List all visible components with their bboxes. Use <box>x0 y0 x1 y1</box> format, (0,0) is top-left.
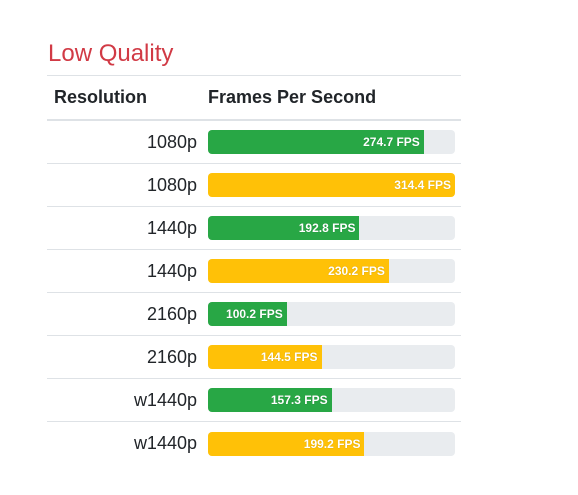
header-resolution: Resolution <box>54 87 147 107</box>
fps-bar: 274.7 FPS <box>208 130 424 154</box>
fps-bar-track: 192.8 FPS <box>208 216 455 240</box>
table-row: 2160p 144.5 FPS <box>47 336 461 379</box>
fps-bar-track: 314.4 FPS <box>208 173 455 197</box>
table-body: 1080p 274.7 FPS 1080p 314.4 FPS 1440p 19… <box>47 121 461 465</box>
resolution-cell: 1080p <box>146 174 197 195</box>
resolution-cell: 2160p <box>146 303 197 324</box>
fps-bar-track: 100.2 FPS <box>208 302 455 326</box>
table-row: 1080p 314.4 FPS <box>47 164 461 207</box>
fps-bar-track: 144.5 FPS <box>208 345 455 369</box>
table-row: 1440p 192.8 FPS <box>47 207 461 250</box>
resolution-cell: w1440p <box>133 433 197 453</box>
resolution-cell: 2160p <box>146 346 197 367</box>
fps-bar-track: 199.2 FPS <box>208 431 455 456</box>
table-header: Resolution Frames Per Second <box>47 76 461 121</box>
fps-bar: 144.5 FPS <box>208 345 322 369</box>
resolution-cell: 1080p <box>146 131 197 152</box>
resolution-cell: w1440p <box>133 389 197 410</box>
section-title: Low Quality <box>47 34 461 76</box>
resolution-cell: 1440p <box>146 217 197 238</box>
fps-bar: 192.8 FPS <box>208 216 360 240</box>
table-row: w1440p 157.3 FPS <box>47 379 461 422</box>
table-row: 2160p 100.2 FPS <box>47 293 461 336</box>
fps-bar: 199.2 FPS <box>208 431 365 456</box>
fps-bar-track: 157.3 FPS <box>208 388 455 412</box>
resolution-cell: 1440p <box>146 260 197 281</box>
fps-bar-track: 274.7 FPS <box>208 130 455 154</box>
fps-bar: 230.2 FPS <box>208 259 389 283</box>
fps-bar: 157.3 FPS <box>208 388 332 412</box>
table-row: 1080p 274.7 FPS <box>47 121 461 164</box>
fps-bar-track: 230.2 FPS <box>208 259 455 283</box>
table-row: 1440p 230.2 FPS <box>47 250 461 293</box>
header-fps: Frames Per Second <box>208 87 377 107</box>
fps-bar: 100.2 FPS <box>208 302 287 326</box>
fps-results-panel: Low Quality Resolution Frames Per Second… <box>47 34 461 465</box>
table-row: w1440p 199.2 FPS <box>47 422 461 465</box>
fps-bar: 314.4 FPS <box>208 173 455 197</box>
